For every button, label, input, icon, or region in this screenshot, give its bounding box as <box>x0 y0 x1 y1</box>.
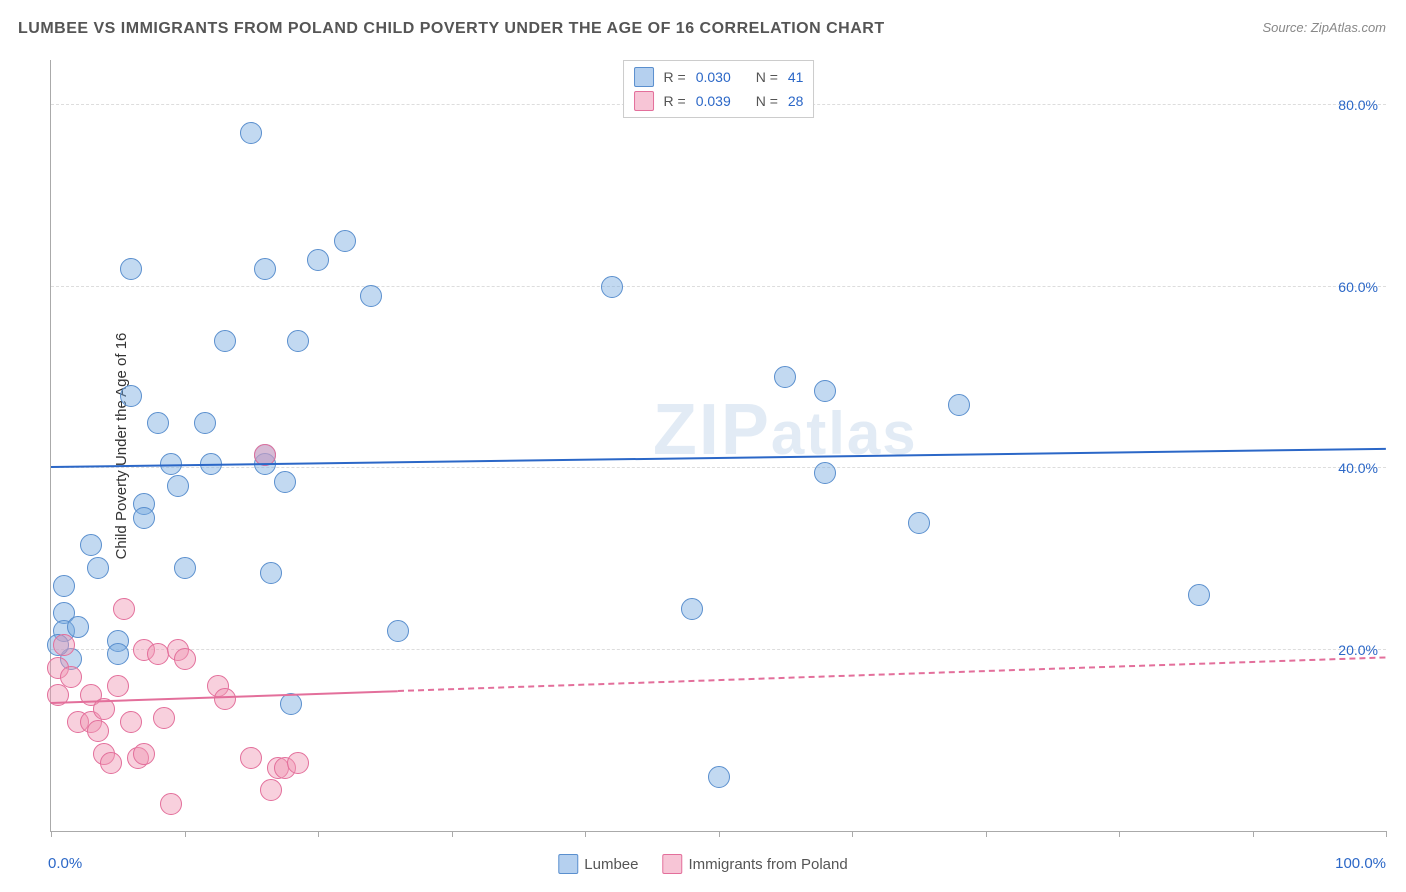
x-tick <box>185 831 186 837</box>
legend-series: Lumbee Immigrants from Poland <box>558 854 847 874</box>
x-tick <box>852 831 853 837</box>
data-point <box>147 643 169 665</box>
x-axis-max-label: 100.0% <box>1335 855 1386 872</box>
legend-swatch <box>662 854 682 874</box>
x-tick <box>585 831 586 837</box>
data-point <box>80 534 102 556</box>
data-point <box>53 575 75 597</box>
data-point <box>908 512 930 534</box>
data-point <box>107 643 129 665</box>
data-point <box>120 385 142 407</box>
data-point <box>240 747 262 769</box>
data-point <box>814 462 836 484</box>
r-label: R = <box>664 93 686 109</box>
n-value: 28 <box>788 93 804 109</box>
data-point <box>113 598 135 620</box>
trend-line <box>398 657 1386 693</box>
data-point <box>387 620 409 642</box>
y-tick-label: 20.0% <box>1338 642 1378 658</box>
data-point <box>87 720 109 742</box>
y-tick-label: 60.0% <box>1338 279 1378 295</box>
data-point <box>360 285 382 307</box>
data-point <box>174 648 196 670</box>
data-point <box>601 276 623 298</box>
data-point <box>681 598 703 620</box>
x-tick <box>719 831 720 837</box>
x-axis-min-label: 0.0% <box>48 855 82 872</box>
data-point <box>147 412 169 434</box>
data-point <box>254 258 276 280</box>
data-point <box>287 330 309 352</box>
data-point <box>107 675 129 697</box>
data-point <box>194 412 216 434</box>
r-value: 0.039 <box>696 93 746 109</box>
legend-stat-row: R = 0.039 N = 28 <box>634 89 804 113</box>
data-point <box>287 752 309 774</box>
legend-swatch <box>558 854 578 874</box>
data-point <box>948 394 970 416</box>
legend-stat-row: R = 0.030 N = 41 <box>634 65 804 89</box>
legend-swatch <box>634 91 654 111</box>
scatter-chart: ZIPatlas R =0.030N =41R =0.039N =28 20.0… <box>50 60 1386 832</box>
data-point <box>214 688 236 710</box>
data-point <box>307 249 329 271</box>
chart-title: LUMBEE VS IMMIGRANTS FROM POLAND CHILD P… <box>18 20 885 38</box>
data-point <box>87 557 109 579</box>
legend-label: Lumbee <box>584 856 638 873</box>
data-point <box>814 380 836 402</box>
legend-item: Immigrants from Poland <box>662 854 847 874</box>
data-point <box>334 230 356 252</box>
n-value: 41 <box>788 69 804 85</box>
gridline <box>51 649 1386 650</box>
x-tick <box>1119 831 1120 837</box>
data-point <box>708 766 730 788</box>
data-point <box>120 711 142 733</box>
legend-label: Immigrants from Poland <box>688 856 847 873</box>
data-point <box>774 366 796 388</box>
y-tick-label: 80.0% <box>1338 97 1378 113</box>
source-attribution: Source: ZipAtlas.com <box>1262 20 1386 35</box>
y-tick-label: 40.0% <box>1338 460 1378 476</box>
legend-item: Lumbee <box>558 854 638 874</box>
data-point <box>174 557 196 579</box>
data-point <box>120 258 142 280</box>
x-tick <box>1253 831 1254 837</box>
n-label: N = <box>756 93 778 109</box>
data-point <box>153 707 175 729</box>
r-value: 0.030 <box>696 69 746 85</box>
n-label: N = <box>756 69 778 85</box>
data-point <box>100 752 122 774</box>
data-point <box>280 693 302 715</box>
data-point <box>240 122 262 144</box>
data-point <box>60 666 82 688</box>
data-point <box>133 743 155 765</box>
data-point <box>67 616 89 638</box>
legend-swatch <box>634 67 654 87</box>
legend-stats: R = 0.030 N = 41 R = 0.039 N = 28 <box>623 60 815 118</box>
data-point <box>260 562 282 584</box>
data-point <box>133 507 155 529</box>
data-point <box>160 793 182 815</box>
x-tick <box>452 831 453 837</box>
data-point <box>53 634 75 656</box>
x-tick <box>318 831 319 837</box>
x-tick <box>1386 831 1387 837</box>
data-point <box>214 330 236 352</box>
gridline <box>51 467 1386 468</box>
r-label: R = <box>664 69 686 85</box>
gridline <box>51 286 1386 287</box>
x-tick <box>51 831 52 837</box>
x-tick <box>986 831 987 837</box>
data-point <box>260 779 282 801</box>
trend-line <box>51 448 1386 468</box>
data-point <box>167 475 189 497</box>
data-point <box>1188 584 1210 606</box>
data-point <box>274 471 296 493</box>
